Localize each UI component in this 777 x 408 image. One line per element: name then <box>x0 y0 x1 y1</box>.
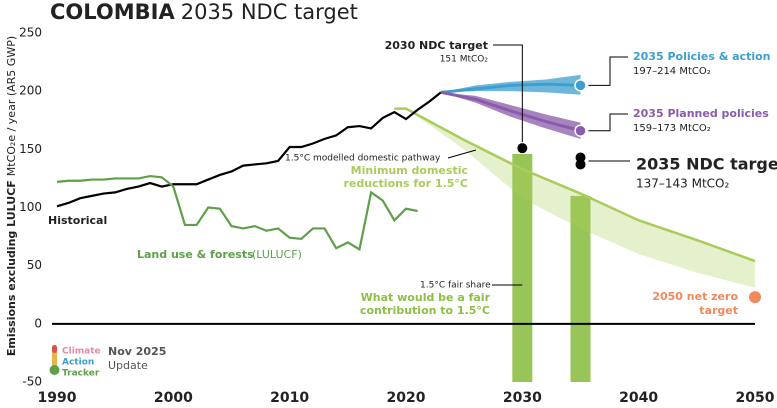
x-tick-label: 2020 <box>387 390 426 406</box>
y-tick-label: 100 <box>19 200 42 214</box>
series-label-note: (LULUCF) <box>252 248 302 261</box>
target-dot <box>575 152 586 163</box>
x-tick-label: 2010 <box>270 390 309 406</box>
series-label: Historical <box>48 214 107 227</box>
pathway-label: reductions for 1.5°C <box>343 177 468 190</box>
leader-line <box>588 113 628 132</box>
y-label-unit: MtCO₂e / year (AR5 GWP) <box>5 36 18 176</box>
leader-line <box>588 56 628 86</box>
x-tick-label: 2030 <box>503 390 542 406</box>
y-tick-label: 200 <box>19 84 42 98</box>
x-tick-label: 2040 <box>619 390 658 406</box>
target-name: 2030 NDC target <box>385 39 488 52</box>
series-line <box>56 174 418 252</box>
logo-icon <box>49 345 60 375</box>
title-sub: 2035 NDC target <box>181 0 358 24</box>
range-name: 2035 Policies & action <box>633 50 771 63</box>
range-label: 159–173 MtCO₂ <box>633 123 711 134</box>
leader-line <box>493 44 523 143</box>
target-name: 2050 net zero <box>652 290 738 303</box>
target-label: 137–143 MtCO₂ <box>636 177 730 191</box>
y-label-main: Emissions excluding LULUCF <box>5 180 18 356</box>
logo-text: Tracker <box>62 369 100 379</box>
fair-share-name: 1.5°C fair share <box>420 281 491 291</box>
series-line <box>56 91 442 208</box>
target-label: 151 MtCO₂ <box>440 55 489 65</box>
target-dot <box>575 159 586 170</box>
fair-share-bar <box>512 153 533 382</box>
x-tick-label: 2050 <box>736 390 775 406</box>
pathway-name: 1.5°C modelled domestic pathway <box>285 154 441 164</box>
pathway-area <box>394 108 755 288</box>
title-main: COLOMBIA <box>50 0 175 24</box>
y-tick-label: 0 <box>34 316 42 330</box>
y-tick-label: 50 <box>27 258 42 272</box>
target-dot <box>517 143 528 154</box>
target-dot <box>749 291 761 304</box>
logo-text: Climate <box>62 347 101 357</box>
range-line <box>440 90 581 133</box>
series-label: Land use & forests <box>137 248 254 261</box>
x-tick-label: 2000 <box>154 390 193 406</box>
pathway-label: Minimum domestic <box>351 164 468 177</box>
fair-share-bar <box>570 195 591 382</box>
chart-title: COLOMBIA 2035 NDC target <box>50 0 358 24</box>
fair-share-label: What would be a fair <box>361 291 491 304</box>
logo-text: Action <box>62 358 94 368</box>
target-name: target <box>699 304 738 317</box>
leader-line <box>447 149 477 159</box>
note-date: Nov 2025 <box>108 345 166 358</box>
y-tick-label: 150 <box>19 142 42 156</box>
fair-share-label: contribution to 1.5°C <box>360 304 490 317</box>
range-area <box>440 92 581 139</box>
range-end-dot <box>574 124 587 137</box>
y-axis-label: Emissions excluding LULUCF MtCO₂e / year … <box>5 36 18 356</box>
range-line <box>440 82 581 94</box>
y-tick-label: -50 <box>22 375 42 389</box>
range-end-dot <box>574 79 587 92</box>
y-tick-label: 250 <box>19 26 42 40</box>
range-label: 197–214 MtCO₂ <box>633 66 711 77</box>
pathway-line <box>394 107 756 263</box>
target-name: 2035 NDC target <box>636 155 777 174</box>
note-text: Update <box>108 359 148 372</box>
x-tick-label: 1990 <box>38 390 77 406</box>
range-name: 2035 Planned policies <box>633 107 769 120</box>
